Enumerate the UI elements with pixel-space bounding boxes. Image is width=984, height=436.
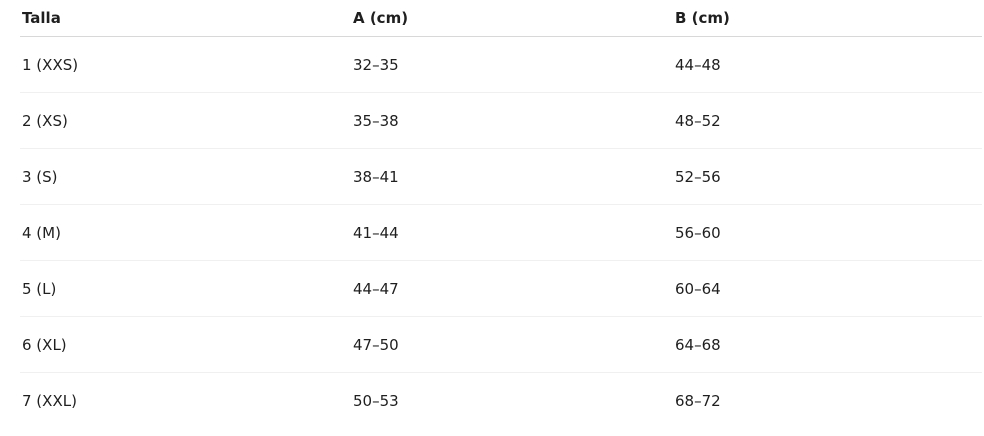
table-cell: 1 (XXS) (20, 36, 351, 93)
table-cell: 47–50 (351, 316, 673, 373)
header-cell: A (cm) (351, 0, 673, 37)
table-cell: 3 (S) (20, 148, 351, 205)
table-row: 3 (S) 38–41 52–56 (20, 148, 982, 205)
table-cell: 64–68 (673, 316, 982, 373)
table-cell: 68–72 (675, 391, 721, 410)
table-row: 6 (XL) 47–50 64–68 (20, 316, 982, 373)
table-row: 7 (XXL) 50–53 68–72 (20, 373, 982, 429)
table-header: Talla A (cm) B (cm) (20, 0, 982, 37)
table-cell: 6 (XL) (20, 316, 351, 373)
header-row: Talla A (cm) B (cm) (20, 0, 982, 37)
table-cell: 35–38 (351, 92, 673, 149)
table-body: 1 (XXS) 32–35 44–48 2 (XS) 35–38 48–52 3 (S) 38… (20, 36, 982, 429)
table-row: 2 (XS) 35–38 48–52 (20, 92, 982, 149)
table-cell: 4 (M) (20, 204, 351, 261)
table-cell: 7 (XXL) (22, 391, 77, 410)
table-row: 5 (L) 44–47 60–64 (20, 260, 982, 317)
table-row: 4 (M) 41–44 56–60 (20, 204, 982, 261)
table-cell: 44–47 (351, 260, 673, 317)
table-cell: 60–64 (673, 260, 982, 317)
table-cell: 44–48 (673, 36, 982, 93)
table-cell: 41–44 (351, 204, 673, 261)
table-cell: 50–53 (353, 391, 399, 410)
table-cell: 48–52 (673, 92, 982, 149)
table-row: 1 (XXS) 32–35 44–48 (20, 36, 982, 93)
table-cell: 56–60 (673, 204, 982, 261)
table-cell: 5 (L) (20, 260, 351, 317)
header-cell: B (cm) (673, 0, 982, 37)
table-cell: 32–35 (351, 36, 673, 93)
table-cell: 52–56 (673, 148, 982, 205)
table-cell: 38–41 (351, 148, 673, 205)
size-table: Talla A (cm) B (cm) 1 (XXS) 32–35 44–48 2 (XS… (20, 0, 982, 428)
header-cell: Talla (20, 0, 351, 37)
table-cell: 2 (XS) (20, 92, 351, 149)
